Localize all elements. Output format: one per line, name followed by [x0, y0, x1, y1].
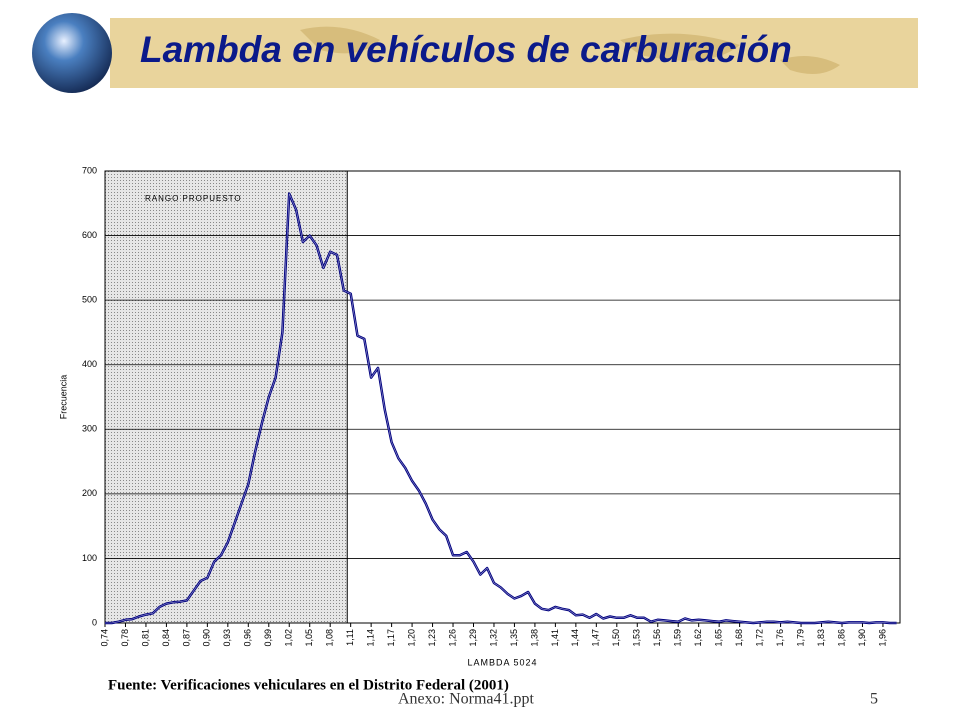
x-tick-label: 1,20	[406, 629, 416, 647]
x-tick-label: 1,47	[591, 629, 601, 647]
x-tick-label: 1,68	[734, 629, 744, 647]
x-tick-label: 1,83	[816, 629, 826, 647]
x-tick-label: 1,35	[509, 629, 519, 647]
x-tick-label: 1,86	[836, 629, 846, 647]
x-tick-label: 1,56	[652, 629, 662, 647]
x-tick-label: 1,79	[795, 629, 805, 647]
x-tick-label: 0,78	[120, 629, 130, 647]
x-tick-label: 1,41	[550, 629, 560, 647]
y-tick-label: 700	[82, 165, 97, 175]
y-tick-label: 100	[82, 553, 97, 563]
globe-icon	[32, 13, 112, 93]
x-tick-label: 1,53	[632, 629, 642, 647]
x-tick-label: 1,32	[488, 629, 498, 647]
x-tick-label: 0,90	[202, 629, 212, 647]
page-number: 5	[870, 691, 878, 708]
x-tick-label: 0,84	[161, 629, 171, 647]
x-tick-label: 1,29	[468, 629, 478, 647]
y-tick-label: 600	[82, 230, 97, 240]
y-tick-label: 0	[92, 617, 97, 627]
x-tick-label: 1,17	[386, 629, 396, 647]
source: Fuente: Verificaciones vehiculares en el…	[108, 677, 509, 693]
x-tick-label: 1,50	[611, 629, 621, 647]
x-tick-label: 1,90	[857, 629, 867, 647]
x-tick-label: 1,59	[673, 629, 683, 647]
y-tick-label: 400	[82, 359, 97, 369]
x-axis-label: LAMBDA 5024	[467, 657, 537, 667]
y-tick-label: 500	[82, 295, 97, 305]
y-tick-label: 300	[82, 424, 97, 434]
x-tick-label: 1,44	[570, 629, 580, 647]
x-tick-label: 1,38	[529, 629, 539, 647]
x-tick-label: 1,11	[345, 629, 355, 646]
x-tick-label: 0,99	[263, 629, 273, 647]
slide-title: Lambda en vehículos de carburación	[140, 29, 792, 70]
data-line-inner	[105, 193, 897, 624]
x-tick-label: 1,02	[284, 629, 294, 647]
x-tick-label: 0,96	[243, 629, 253, 647]
x-tick-label: 1,72	[754, 629, 764, 647]
x-tick-label: 1,08	[325, 629, 335, 647]
x-tick-label: 1,96	[877, 629, 887, 647]
y-axis-label: Frecuencia	[58, 375, 68, 420]
x-tick-label: 0,74	[99, 629, 109, 647]
x-tick-label: 1,26	[447, 629, 457, 647]
x-tick-label: 0,93	[222, 629, 232, 647]
highlight-label: RANGO PROPUESTO	[145, 194, 242, 203]
footer-file: Anexo: Norma41.ppt	[398, 691, 535, 708]
x-tick-label: 1,62	[693, 629, 703, 647]
map-decoration	[300, 26, 840, 75]
x-tick-label: 1,23	[427, 629, 437, 647]
x-tick-label: 0,81	[140, 629, 150, 647]
x-tick-label: 1,76	[775, 629, 785, 647]
x-tick-label: 1,14	[366, 629, 376, 647]
x-tick-label: 0,87	[181, 629, 191, 647]
x-tick-label: 1,65	[714, 629, 724, 647]
x-tick-label: 1,05	[304, 629, 314, 647]
title-band	[110, 18, 918, 88]
y-tick-label: 200	[82, 488, 97, 498]
